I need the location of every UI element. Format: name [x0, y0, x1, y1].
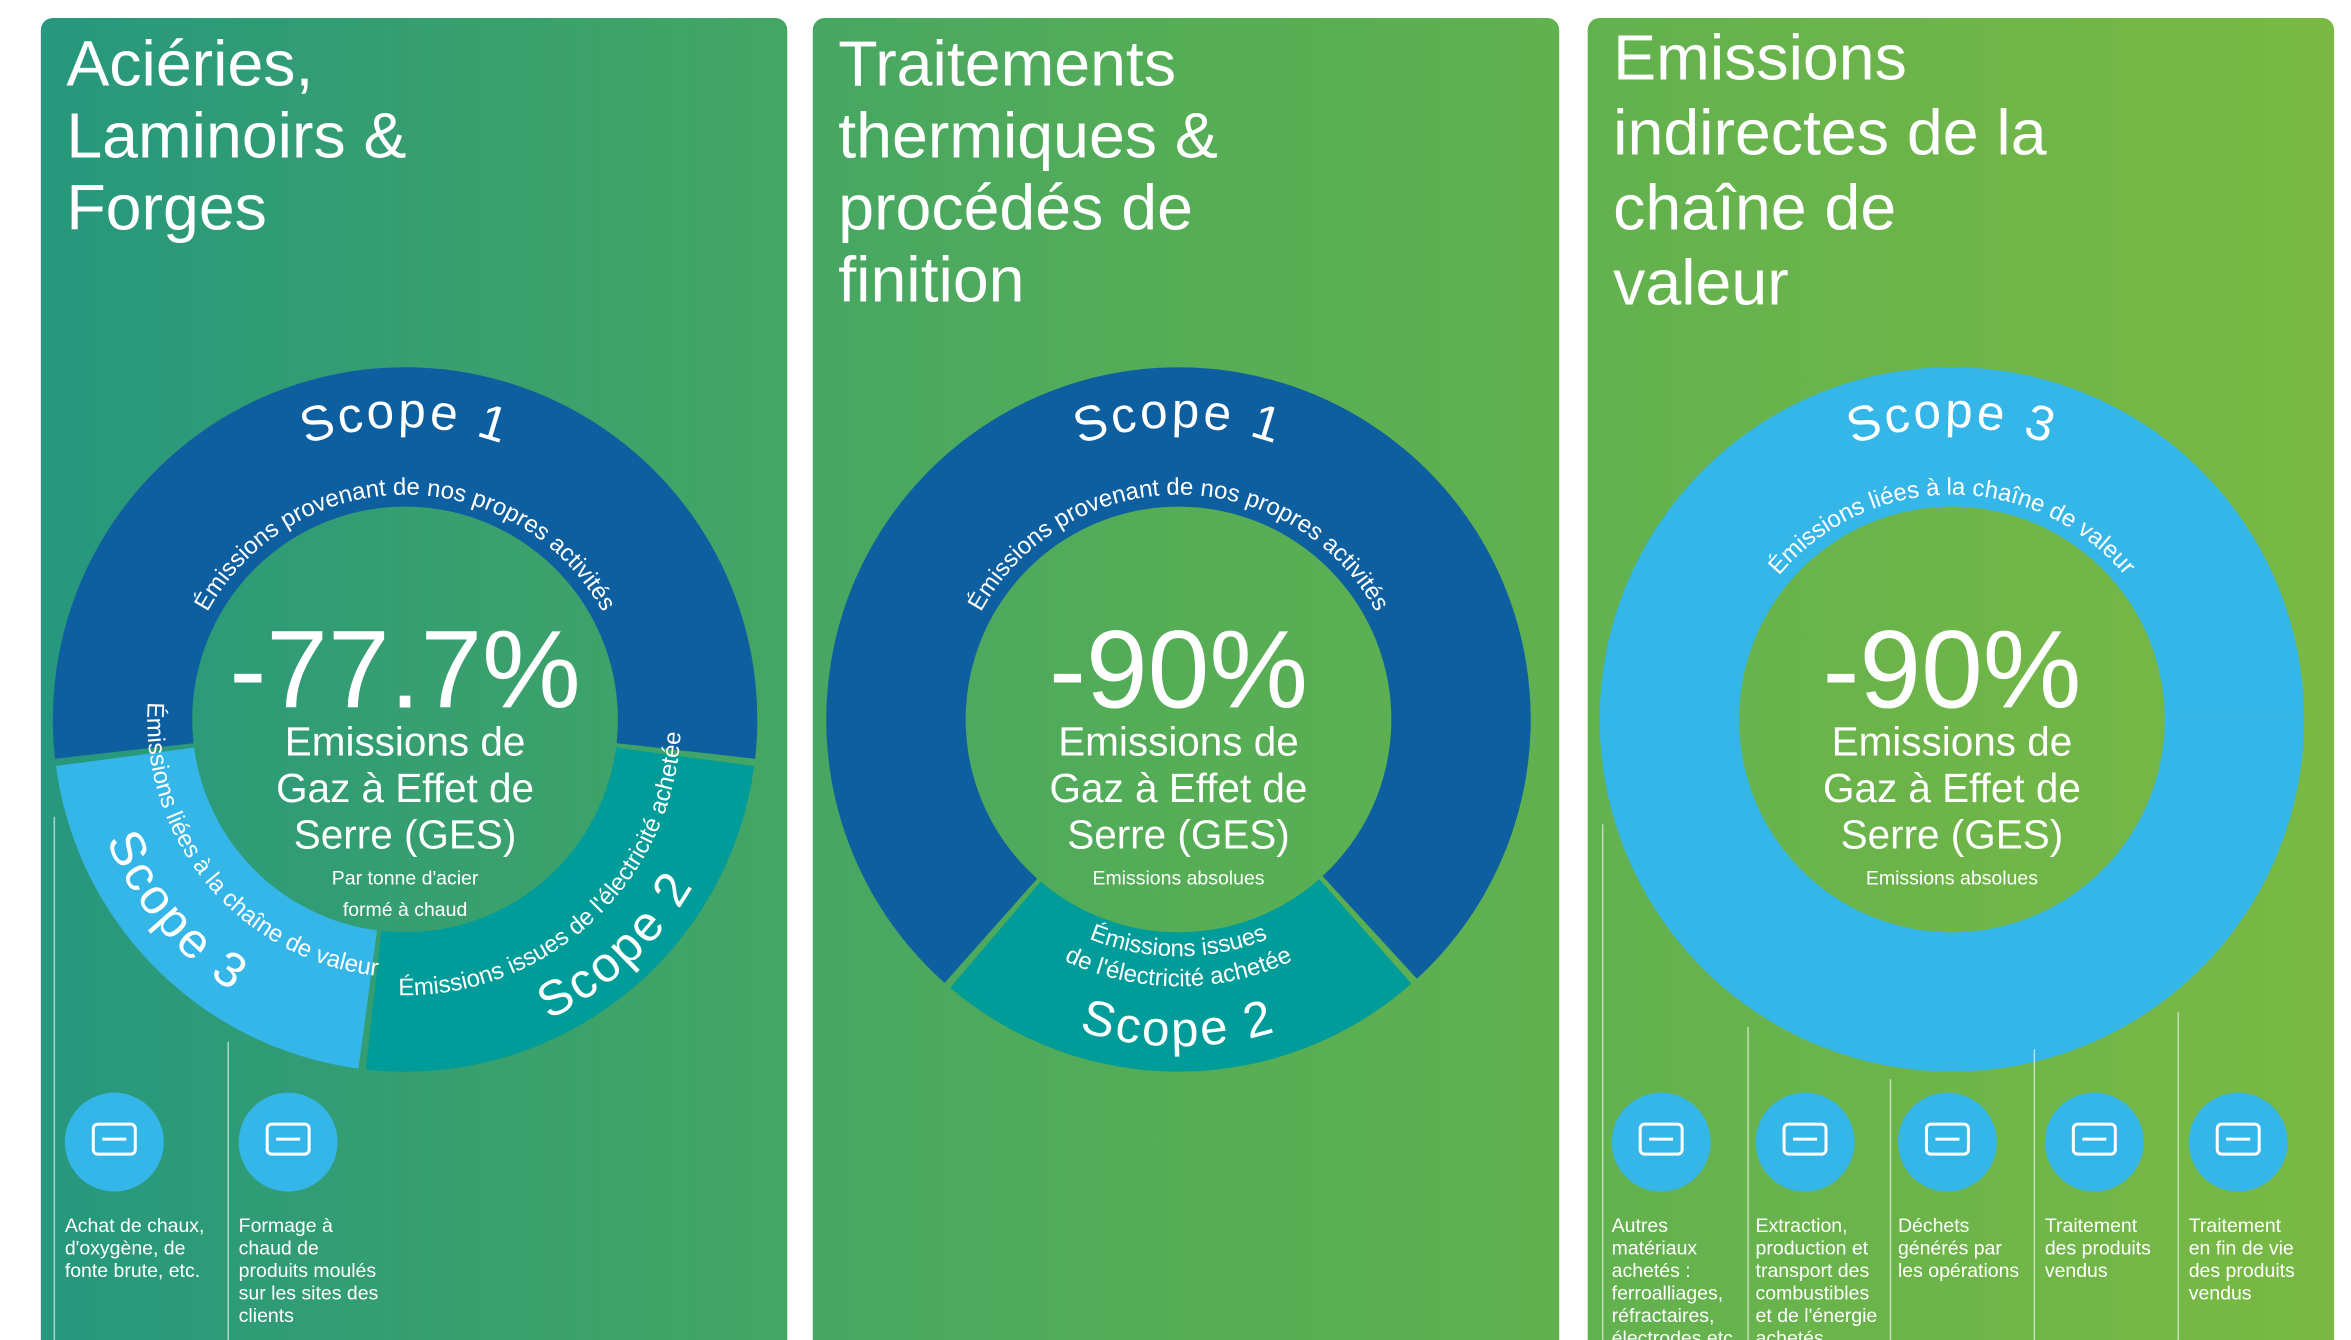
item-icon: [1897, 1092, 1997, 1192]
item-label: achetés :: [1612, 1260, 1691, 1282]
item-icon: [2044, 1092, 2144, 1192]
item-label: et de l'énergie: [1756, 1305, 1878, 1327]
metric-label: Serre (GES): [294, 811, 517, 857]
metric-note: Emissions absolues: [1092, 867, 1264, 889]
item-label: matériaux: [1612, 1238, 1698, 1260]
item-label: transport des: [1756, 1260, 1870, 1282]
item-icon: [1611, 1092, 1711, 1192]
metric-note: Par tonne d'acier: [332, 867, 479, 889]
reduction-value: -90%: [1822, 607, 2081, 731]
item-label: en fin de vie: [2189, 1238, 2294, 1260]
item-label: électrodes,etc.: [1612, 1327, 1739, 1340]
scope-segment: [1599, 367, 2305, 1072]
item-label: sur les sites des: [239, 1283, 379, 1305]
item-icon-glyph: [1638, 1122, 1684, 1156]
item-label: ferroalliages,: [1612, 1283, 1723, 1305]
item-label: Autres: [1612, 1215, 1669, 1237]
metric-label: Serre (GES): [1841, 811, 2064, 857]
item-icon: [1755, 1092, 1855, 1192]
panel-title: Laminoirs &: [66, 99, 406, 171]
panel-title: Forges: [66, 171, 267, 243]
item-icon-glyph: [91, 1122, 137, 1156]
scope-segment: [55, 747, 377, 1069]
item-label: produits moulés: [239, 1260, 377, 1282]
item-icon-glyph: [265, 1122, 311, 1156]
item-label: Achat de chaux,: [65, 1215, 205, 1237]
scope-segment: [826, 367, 1531, 983]
item-label: Formage à: [239, 1215, 333, 1237]
item-icon-glyph: [1782, 1122, 1828, 1156]
item-label: fonte brute, etc.: [65, 1260, 200, 1282]
item-label: des produits: [2189, 1260, 2295, 1282]
panel-title: finition: [838, 243, 1024, 315]
panel-title: Aciéries,: [66, 27, 313, 99]
panel-title: Traitements: [838, 27, 1176, 99]
item-label: production et: [1756, 1238, 1869, 1260]
item-label: les opérations: [1898, 1260, 2019, 1282]
item-label: Extraction,: [1756, 1215, 1848, 1237]
metric-label: Emissions de: [1058, 718, 1299, 764]
scope-segment: [950, 879, 1412, 1072]
item-label: achetés: [1756, 1327, 1824, 1340]
item-label: Déchets: [1898, 1215, 1970, 1237]
item-icon: [2188, 1092, 2288, 1192]
metric-label: Gaz à Effet de: [276, 765, 534, 811]
item-icon: [238, 1092, 338, 1192]
item-label: vendus: [2189, 1283, 2252, 1305]
scope-segment: [365, 747, 755, 1072]
panel-title: Emissions: [1613, 21, 1907, 93]
panel-title: indirectes de la: [1613, 96, 2047, 168]
metric-label: Serre (GES): [1067, 811, 1290, 857]
metric-label: Emissions de: [1832, 718, 2073, 764]
item-label: d'oxygène, de: [65, 1238, 186, 1260]
panel-title: chaîne de: [1613, 171, 1896, 243]
item-label: clients: [239, 1305, 294, 1327]
item-icon-glyph: [1924, 1122, 1970, 1156]
item-icon: [64, 1092, 164, 1192]
reduction-value: -77.7%: [229, 607, 580, 731]
reduction-value: -90%: [1049, 607, 1308, 731]
item-icon-glyph: [2215, 1122, 2261, 1156]
metric-note: Emissions absolues: [1866, 867, 2038, 889]
item-label: des produits: [2045, 1238, 2151, 1260]
item-label: Traitement: [2189, 1215, 2282, 1237]
panel-title: thermiques &: [838, 99, 1218, 171]
metric-label: Emissions de: [285, 718, 526, 764]
item-label: chaud de: [239, 1238, 319, 1260]
metric-note: formé à chaud: [343, 899, 467, 921]
scope-segment: [52, 367, 758, 759]
item-label: réfractaires,: [1612, 1305, 1715, 1327]
item-icon-glyph: [2071, 1122, 2117, 1156]
panel-title: valeur: [1613, 246, 1789, 318]
item-label: combustibles: [1756, 1283, 1870, 1305]
metric-label: Gaz à Effet de: [1823, 765, 2081, 811]
item-label: Traitement: [2045, 1215, 2138, 1237]
panel-title: procédés de: [838, 171, 1193, 243]
item-label: vendus: [2045, 1260, 2108, 1282]
metric-label: Gaz à Effet de: [1050, 765, 1308, 811]
item-label: générés par: [1898, 1238, 2002, 1260]
